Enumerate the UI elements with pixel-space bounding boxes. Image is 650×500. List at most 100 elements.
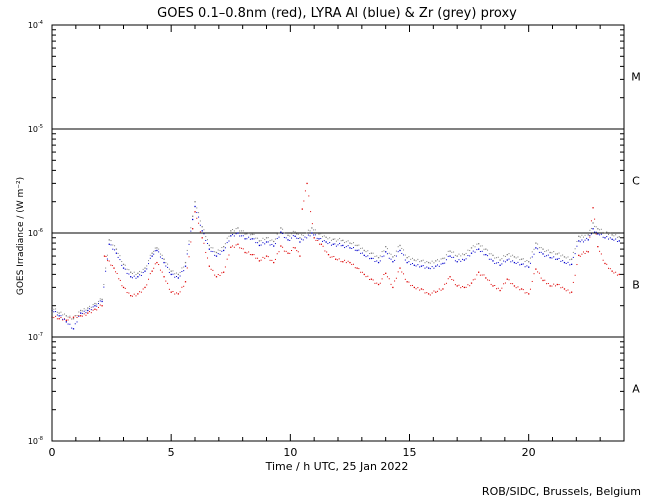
data-point — [156, 261, 158, 264]
data-point — [600, 253, 602, 255]
data-point — [335, 245, 337, 247]
data-point — [246, 238, 248, 240]
data-point — [230, 230, 232, 232]
data-point — [69, 317, 71, 319]
data-point — [586, 237, 588, 239]
data-point — [80, 315, 82, 317]
data-point — [71, 318, 73, 320]
data-point — [194, 211, 196, 213]
data-point — [110, 240, 112, 242]
data-point — [205, 251, 207, 253]
data-point — [451, 279, 453, 281]
data-point — [144, 270, 146, 272]
data-point — [367, 250, 369, 252]
data-point — [183, 285, 185, 287]
data-point — [506, 253, 508, 256]
data-point — [154, 247, 156, 249]
data-point — [531, 256, 533, 258]
data-point — [287, 239, 289, 241]
data-point — [579, 255, 581, 257]
data-point — [427, 293, 430, 295]
data-point — [80, 309, 82, 312]
data-point — [454, 284, 456, 286]
data-point — [311, 223, 313, 225]
data-point — [470, 247, 473, 249]
data-point — [274, 258, 276, 260]
data-point — [190, 227, 192, 229]
data-point — [340, 245, 342, 247]
data-point — [438, 265, 440, 267]
data-point — [427, 261, 430, 264]
data-point — [320, 233, 322, 235]
data-point — [422, 265, 424, 267]
data-point — [611, 270, 613, 272]
data-point — [72, 316, 75, 318]
data-point — [153, 250, 155, 252]
data-point — [280, 231, 282, 233]
data-point — [499, 259, 501, 261]
data-point — [435, 265, 437, 267]
data-point — [440, 263, 442, 265]
data-point — [153, 253, 155, 255]
data-point — [553, 251, 555, 253]
data-point — [336, 259, 338, 261]
data-point — [165, 265, 167, 267]
data-point — [226, 237, 228, 239]
data-point — [606, 263, 608, 265]
data-point — [260, 244, 262, 246]
data-point — [595, 233, 597, 235]
flare-class-lines — [52, 128, 624, 338]
data-point — [327, 253, 330, 256]
data-point — [504, 282, 506, 284]
data-point — [291, 237, 293, 239]
data-point — [276, 253, 278, 255]
data-point — [217, 253, 219, 255]
data-point — [510, 261, 512, 263]
data-point — [344, 247, 346, 249]
data-point — [186, 267, 188, 269]
data-point — [395, 277, 397, 279]
data-point — [224, 266, 226, 268]
data-point — [159, 256, 161, 258]
data-point — [115, 252, 118, 254]
data-point — [101, 298, 103, 301]
data-point — [214, 254, 216, 256]
data-point — [560, 287, 562, 289]
data-point — [126, 272, 128, 274]
data-point — [406, 281, 408, 283]
data-point — [549, 257, 551, 259]
data-point — [404, 254, 406, 256]
data-point — [60, 311, 62, 313]
data-point — [101, 300, 103, 303]
data-point — [210, 247, 212, 249]
data-point — [90, 309, 92, 311]
data-point — [401, 252, 403, 254]
data-point — [395, 250, 397, 252]
data-point — [376, 282, 378, 284]
data-point — [594, 225, 596, 227]
data-point — [267, 256, 269, 258]
data-point — [358, 249, 360, 251]
data-point — [456, 261, 458, 263]
data-point — [570, 263, 573, 266]
data-point — [278, 232, 280, 234]
data-point — [615, 271, 617, 273]
data-point — [133, 293, 135, 295]
data-point — [365, 251, 367, 253]
data-point — [287, 234, 289, 237]
data-point — [316, 237, 318, 239]
data-point — [269, 244, 271, 246]
data-point — [340, 240, 342, 242]
data-point — [337, 239, 339, 241]
data-point — [199, 220, 201, 222]
data-point — [56, 318, 58, 320]
data-point — [184, 261, 187, 264]
data-point — [429, 294, 431, 296]
data-point — [403, 249, 405, 251]
data-point — [53, 311, 55, 313]
data-point — [140, 291, 142, 293]
data-point — [96, 303, 98, 305]
data-point — [506, 259, 508, 261]
data-point — [294, 231, 296, 233]
data-point — [524, 260, 526, 262]
